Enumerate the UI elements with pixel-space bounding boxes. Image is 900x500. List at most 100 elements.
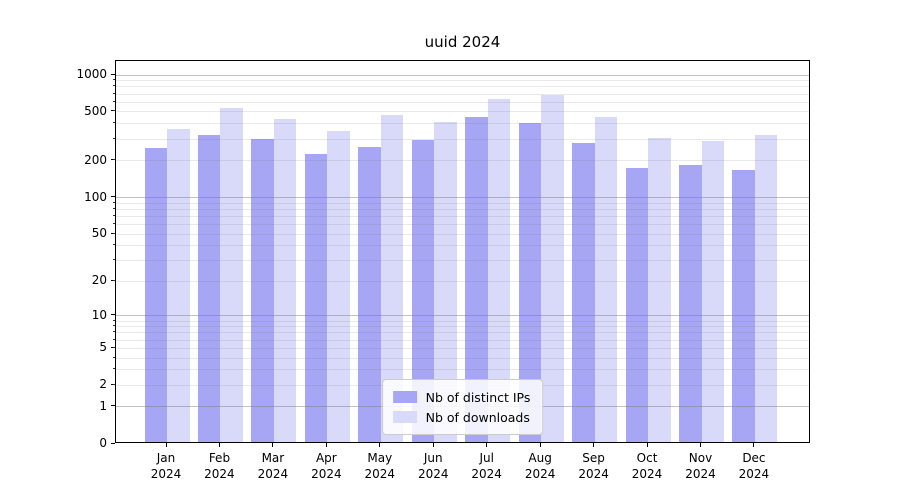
y-minor-tick-200 (113, 159, 115, 161)
y-tick-label-100: 100 (84, 189, 107, 204)
gridline-70 (116, 215, 809, 217)
x-tick-label-sep: Sep 2024 (578, 451, 609, 481)
gridline-4 (116, 357, 809, 359)
y-minor-tick-700 (113, 92, 115, 94)
bar-distinct-ips-feb (197, 134, 221, 442)
bar-downloads-jul (487, 98, 511, 442)
x-tick-label-jul: Jul 2024 (471, 451, 502, 481)
x-tick-nov (700, 443, 701, 447)
y-tick-0 (111, 442, 115, 444)
gridline-30 (116, 260, 809, 262)
legend-label-distinct-ips: Nb of distinct IPs (425, 389, 531, 405)
x-tick-mar (272, 443, 274, 447)
y-tick-1000 (111, 73, 115, 75)
y-minor-tick-5 (113, 346, 115, 348)
y-tick-label-10: 10 (91, 307, 107, 322)
x-tick-label-feb: Feb 2024 (204, 451, 235, 481)
gridline-800 (116, 86, 809, 88)
bar-downloads-aug (541, 95, 564, 442)
legend-swatch-downloads (392, 411, 417, 423)
y-minor-tick-8 (113, 325, 115, 327)
x-tick-dec (753, 443, 755, 447)
y-minor-tick-500 (113, 110, 115, 112)
y-minor-tick-20 (113, 279, 115, 281)
y-tick-label-20: 20 (91, 273, 107, 288)
gridline-60 (116, 223, 809, 225)
x-tick-jun (432, 443, 434, 447)
legend: Nb of distinct IPs Nb of downloads (381, 379, 544, 435)
bar-distinct-ips-dec (732, 169, 755, 442)
gridline-9 (116, 320, 809, 322)
x-tick-label-nov: Nov 2024 (685, 451, 716, 481)
gridline-20 (116, 280, 809, 282)
y-tick-label-1: 1 (99, 398, 107, 413)
y-minor-tick-60 (113, 222, 115, 224)
bar-distinct-ips-jul (465, 117, 488, 442)
bars-layer (116, 61, 809, 442)
gridline-90 (116, 202, 809, 204)
x-tick-label-apr: Apr 2024 (311, 451, 342, 481)
y-tick-label-2: 2 (99, 377, 107, 392)
gridline-100 (116, 197, 809, 198)
y-tick-label-50: 50 (91, 226, 107, 240)
gridline-7 (116, 332, 809, 334)
x-tick-sep (593, 443, 595, 447)
x-tick-aug (539, 443, 541, 447)
legend-row-downloads: Nb of downloads (392, 407, 531, 427)
bar-distinct-ips-mar (251, 139, 274, 442)
y-tick-label-1000: 1000 (76, 67, 107, 81)
gridline-8 (116, 326, 809, 328)
y-tick-100 (111, 196, 115, 197)
bar-distinct-ips-oct (625, 168, 649, 442)
bar-distinct-ips-aug (518, 122, 542, 442)
bar-downloads-feb (220, 108, 243, 442)
gridline-50 (116, 233, 809, 235)
legend-label-downloads: Nb of downloads (425, 409, 530, 425)
x-tick-oct (646, 443, 648, 447)
gridline-10 (116, 315, 809, 317)
gridline-700 (116, 93, 809, 95)
bar-distinct-ips-sep (572, 142, 595, 442)
gridline-1000 (116, 74, 809, 76)
legend-row-distinct-ips: Nb of distinct IPs (392, 387, 531, 407)
gridline-3 (116, 369, 809, 371)
gridline-500 (116, 111, 809, 113)
y-minor-tick-9 (113, 319, 115, 321)
bar-distinct-ips-apr (304, 153, 328, 442)
gridline-6 (116, 339, 809, 341)
bar-downloads-apr (327, 131, 350, 442)
x-tick-label-may: May 2024 (364, 451, 396, 481)
y-tick-1 (111, 405, 115, 407)
x-tick-feb (218, 443, 220, 447)
y-minor-tick-400 (113, 122, 115, 124)
gridline-600 (116, 101, 809, 103)
y-minor-tick-3 (113, 368, 115, 370)
bar-downloads-dec (754, 135, 778, 442)
y-tick-label-200: 200 (84, 152, 107, 167)
y-minor-tick-2 (113, 383, 115, 385)
bar-distinct-ips-jun (411, 139, 435, 442)
x-tick-may (379, 443, 381, 447)
y-tick-10 (111, 314, 115, 316)
y-minor-tick-80 (113, 207, 115, 209)
bar-distinct-ips-may (358, 146, 381, 442)
x-tick-label-aug: Aug 2024 (524, 451, 556, 481)
x-tick-label-jan: Jan 2024 (150, 451, 182, 481)
y-minor-tick-600 (113, 100, 115, 102)
gridline-900 (116, 80, 809, 82)
grid-layer (116, 61, 809, 442)
x-tick-apr (325, 443, 327, 447)
x-tick-jan (165, 443, 167, 447)
x-tick-label-oct: Oct 2024 (631, 451, 663, 481)
bar-downloads-may (380, 115, 404, 442)
y-tick-label-5: 5 (99, 340, 107, 355)
y-minor-tick-90 (113, 201, 115, 203)
x-tick-label-mar: Mar 2024 (257, 451, 289, 481)
chart-title: uuid 2024 (424, 33, 501, 51)
y-minor-tick-6 (113, 338, 115, 340)
y-tick-label-0: 0 (99, 436, 107, 450)
bar-downloads-jun (434, 121, 457, 442)
gridline-200 (116, 160, 809, 162)
y-minor-tick-70 (113, 214, 115, 216)
y-minor-tick-7 (113, 331, 115, 333)
